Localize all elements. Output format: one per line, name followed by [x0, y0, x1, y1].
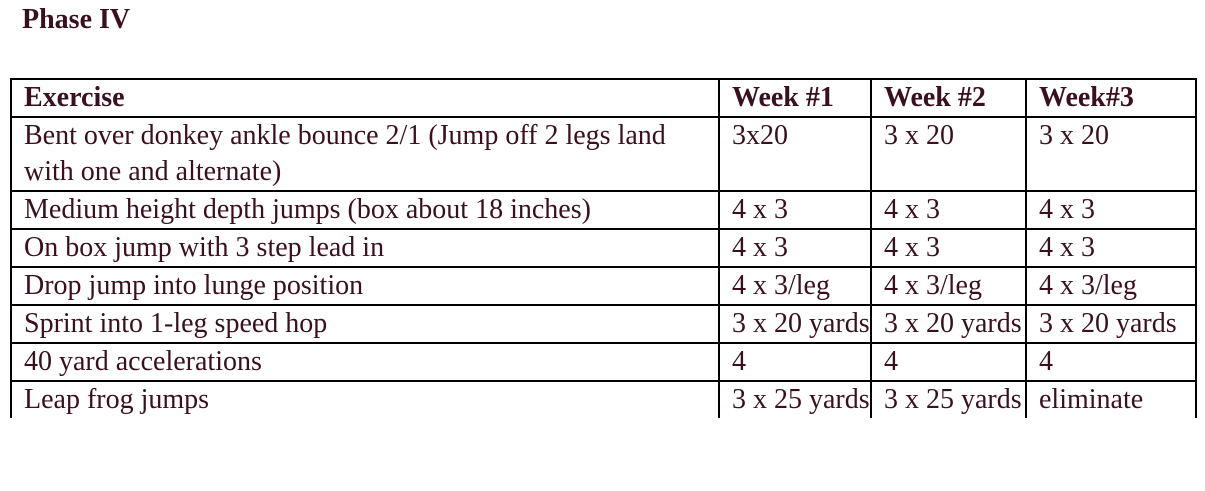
exercise-cell: Sprint into 1-leg speed hop	[10, 304, 720, 344]
table-row: Medium height depth jumps (box about 18 …	[10, 190, 1197, 230]
week-1-cell: 4 x 3/leg	[718, 266, 872, 306]
week-3-cell: 4 x 3	[1025, 228, 1197, 268]
week-3-cell: 4 x 3/leg	[1025, 266, 1197, 306]
table-row: Bent over donkey ankle bounce 2/1 (Jump …	[10, 116, 1197, 192]
week-2-cell: 4 x 3	[870, 190, 1027, 230]
week-3-cell: 4	[1025, 342, 1197, 382]
table-row: Drop jump into lunge position 4 x 3/leg …	[10, 266, 1197, 306]
week-3-cell: 3 x 20 yards	[1025, 304, 1197, 344]
table-row: On box jump with 3 step lead in 4 x 3 4 …	[10, 228, 1197, 268]
table-row: Leap frog jumps 3 x 25 yards 3 x 25 yard…	[10, 380, 1197, 418]
page-title: Phase IV	[22, 4, 131, 35]
exercise-table: Exercise Week #1 Week #2 Week#3 Bent ove…	[10, 78, 1197, 418]
week-2-cell: 3 x 20	[870, 116, 1027, 192]
header-exercise: Exercise	[10, 78, 720, 118]
header-week-3: Week#3	[1025, 78, 1197, 118]
week-2-cell: 4 x 3/leg	[870, 266, 1027, 306]
exercise-cell: Leap frog jumps	[10, 380, 720, 418]
week-1-cell: 4	[718, 342, 872, 382]
week-3-cell: 4 x 3	[1025, 190, 1197, 230]
week-3-cell: 3 x 20	[1025, 116, 1197, 192]
table-row: 40 yard accelerations 4 4 4	[10, 342, 1197, 382]
week-2-cell: 3 x 20 yards	[870, 304, 1027, 344]
exercise-cell: 40 yard accelerations	[10, 342, 720, 382]
week-1-cell: 4 x 3	[718, 190, 872, 230]
header-week-1: Week #1	[718, 78, 872, 118]
header-week-2: Week #2	[870, 78, 1027, 118]
week-2-cell: 4 x 3	[870, 228, 1027, 268]
exercise-cell: Medium height depth jumps (box about 18 …	[10, 190, 720, 230]
week-1-cell: 3 x 25 yards	[718, 380, 872, 418]
week-1-cell: 4 x 3	[718, 228, 872, 268]
week-2-cell: 3 x 25 yards	[870, 380, 1027, 418]
week-1-cell: 3x20	[718, 116, 872, 192]
week-3-cell: eliminate	[1025, 380, 1197, 418]
exercise-cell: Drop jump into lunge position	[10, 266, 720, 306]
exercise-cell: Bent over donkey ankle bounce 2/1 (Jump …	[10, 116, 720, 192]
exercise-cell: On box jump with 3 step lead in	[10, 228, 720, 268]
table-row: Sprint into 1-leg speed hop 3 x 20 yards…	[10, 304, 1197, 344]
table-header-row: Exercise Week #1 Week #2 Week#3	[10, 78, 1197, 118]
week-1-cell: 3 x 20 yards	[718, 304, 872, 344]
week-2-cell: 4	[870, 342, 1027, 382]
